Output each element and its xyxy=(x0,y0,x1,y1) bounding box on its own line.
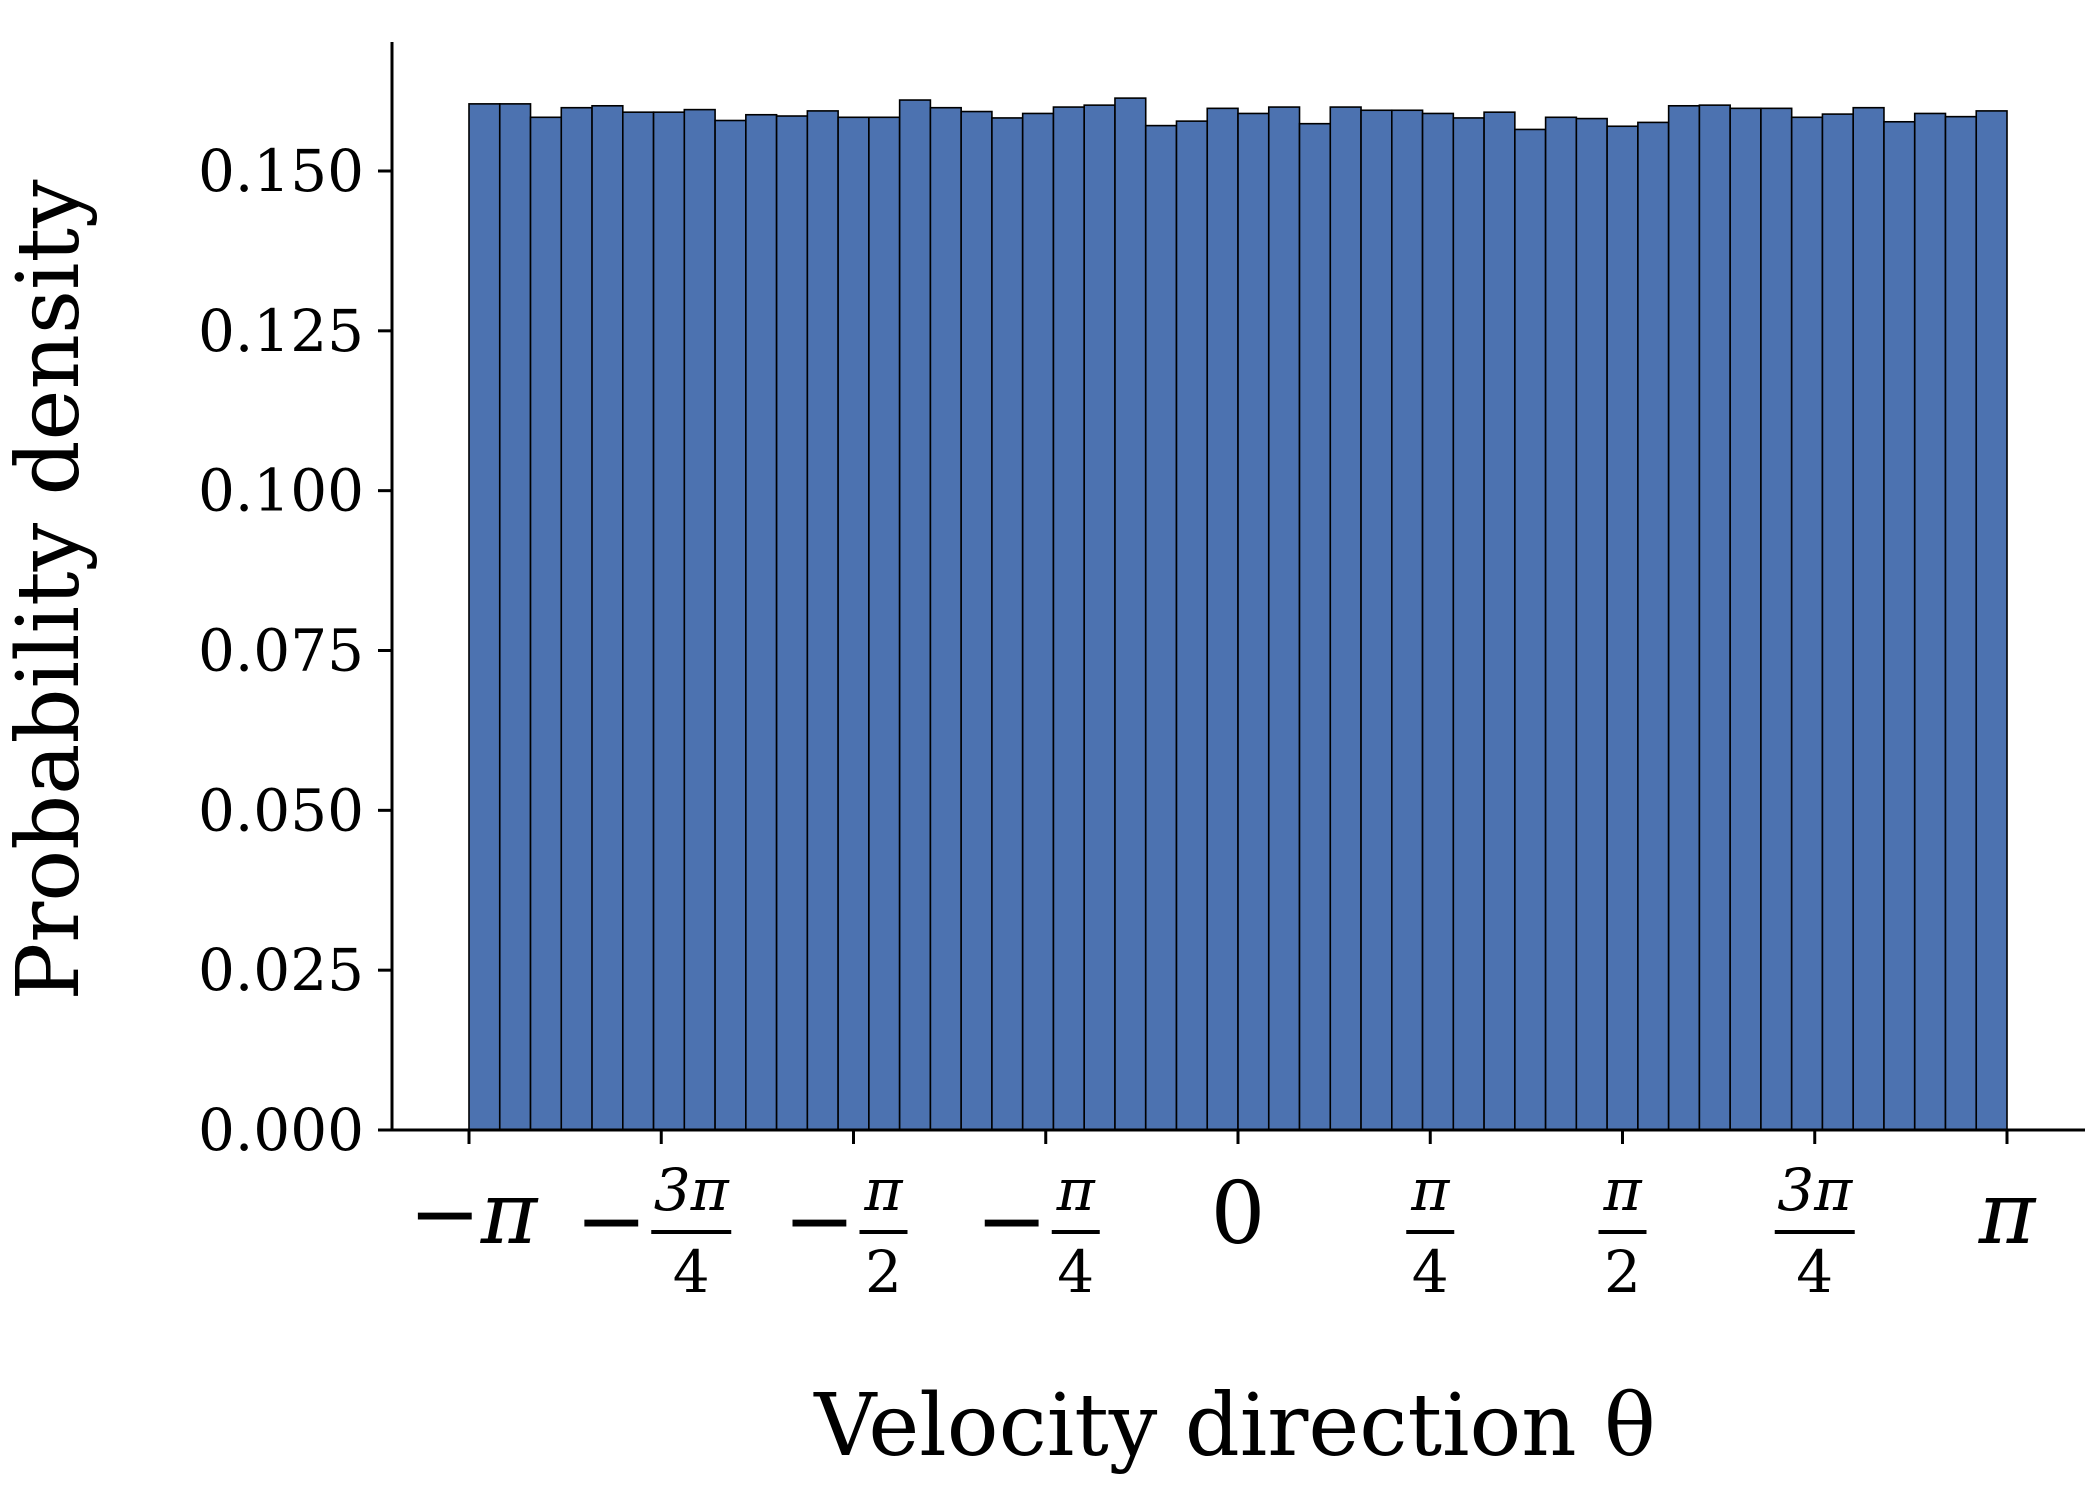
x-tick-label: π2 xyxy=(1598,1156,1647,1306)
histogram-bar xyxy=(1483,111,1516,1131)
histogram-bar xyxy=(714,119,747,1131)
y-axis-label: Probability density xyxy=(0,179,99,1001)
histogram-bar xyxy=(1267,106,1301,1131)
histogram-bar xyxy=(1206,107,1239,1131)
histogram-bar xyxy=(898,99,932,1131)
histogram-bar xyxy=(806,110,839,1131)
histogram-bar xyxy=(745,113,778,1131)
y-axis-ticks: 0.000 0.025 0.050 0.075 0.100 0.125 0.150 xyxy=(198,137,392,1164)
histogram-bar xyxy=(1544,116,1578,1131)
y-tick-label: 0.150 xyxy=(198,137,364,205)
histogram-bar xyxy=(1852,106,1885,1131)
histogram-bar xyxy=(1790,116,1824,1131)
x-tick-symbol: −π xyxy=(409,1164,539,1264)
histogram-bar xyxy=(1975,110,2008,1131)
histogram-bar xyxy=(991,117,1024,1131)
fraction-numerator: π xyxy=(863,1156,903,1224)
histogram-bar xyxy=(652,111,686,1131)
x-axis-label: Velocity direction θ xyxy=(813,1376,1656,1476)
fraction-numerator: π xyxy=(1602,1156,1642,1224)
fraction-denominator: 4 xyxy=(1796,1238,1833,1306)
y-tick-label: 0.100 xyxy=(198,457,364,525)
histogram-bar xyxy=(1667,104,1701,1131)
histogram-bar xyxy=(1329,106,1362,1131)
minus-sign: − xyxy=(976,1171,1048,1271)
histogram-bar xyxy=(1144,124,1178,1131)
fraction-denominator: 2 xyxy=(1604,1238,1641,1306)
histogram-bar xyxy=(1175,120,1209,1131)
fraction-numerator: π xyxy=(1410,1156,1450,1224)
histogram-bar xyxy=(929,106,962,1131)
histogram-bar xyxy=(683,108,716,1131)
x-tick-label: π xyxy=(1978,1164,2037,1264)
fraction-denominator: 4 xyxy=(673,1238,710,1306)
histogram-bar xyxy=(1698,104,1731,1131)
y-tick-label: 0.000 xyxy=(198,1096,364,1164)
histogram-bar xyxy=(1452,117,1485,1131)
histogram-bar xyxy=(468,103,501,1131)
fraction-numerator: 3π xyxy=(1777,1156,1853,1224)
fraction-denominator: 2 xyxy=(865,1238,902,1306)
fraction-denominator: 4 xyxy=(1057,1238,1094,1306)
x-tick-label: 3π 4− xyxy=(575,1156,732,1306)
histogram-bar xyxy=(1913,112,1947,1131)
x-tick-label: π 4− xyxy=(976,1156,1100,1306)
histogram-bar xyxy=(1421,112,1455,1131)
histogram-bar xyxy=(960,110,993,1131)
histogram-bar xyxy=(1729,107,1762,1131)
y-tick-label: 0.025 xyxy=(198,936,364,1004)
y-tick-label: 0.050 xyxy=(198,776,364,844)
histogram-bar xyxy=(591,104,624,1131)
histogram-bar xyxy=(621,111,655,1131)
x-tick-symbol: π xyxy=(1978,1164,2037,1264)
histogram-bar xyxy=(775,115,809,1131)
histogram-bar xyxy=(1637,121,1670,1131)
histogram-bar xyxy=(1944,115,1978,1131)
minus-sign: − xyxy=(575,1171,647,1271)
histogram-bar xyxy=(837,116,870,1131)
fraction-numerator: 3π xyxy=(654,1156,730,1224)
histogram-bar xyxy=(1760,107,1793,1131)
histogram-bar xyxy=(1083,104,1116,1131)
histogram-bar xyxy=(1052,106,1085,1131)
histogram-bar xyxy=(529,116,563,1131)
x-tick-label: π4 xyxy=(1406,1156,1455,1306)
histogram-bar xyxy=(1360,109,1393,1131)
x-tick-label: −π xyxy=(409,1164,539,1264)
histogram-bar xyxy=(1883,120,1916,1131)
histogram-bar xyxy=(1606,125,1639,1131)
histogram-bar xyxy=(1391,109,1424,1131)
y-tick-label: 0.125 xyxy=(198,297,364,365)
x-tick-label: 0 xyxy=(1211,1164,1266,1264)
histogram-bar xyxy=(1821,113,1854,1131)
histogram-bar xyxy=(1298,122,1332,1131)
fraction-numerator: π xyxy=(1056,1156,1096,1224)
histogram-bar xyxy=(1021,112,1055,1131)
histogram-bar xyxy=(1237,112,1270,1131)
minus-sign: − xyxy=(783,1171,855,1271)
x-tick-label: 3π4 xyxy=(1774,1156,1855,1306)
histogram-bar xyxy=(868,116,901,1131)
x-tick-label: π 2− xyxy=(783,1156,908,1306)
histogram-bar xyxy=(1514,128,1547,1131)
fraction-denominator: 4 xyxy=(1412,1238,1449,1306)
x-tick-symbol: 0 xyxy=(1211,1164,1266,1264)
histogram-bar xyxy=(498,103,532,1131)
histogram-bar xyxy=(1575,117,1608,1131)
histogram-bars xyxy=(468,97,2008,1131)
histogram-bar xyxy=(1114,97,1147,1131)
histogram-bar xyxy=(560,106,593,1131)
y-tick-label: 0.075 xyxy=(198,617,364,685)
